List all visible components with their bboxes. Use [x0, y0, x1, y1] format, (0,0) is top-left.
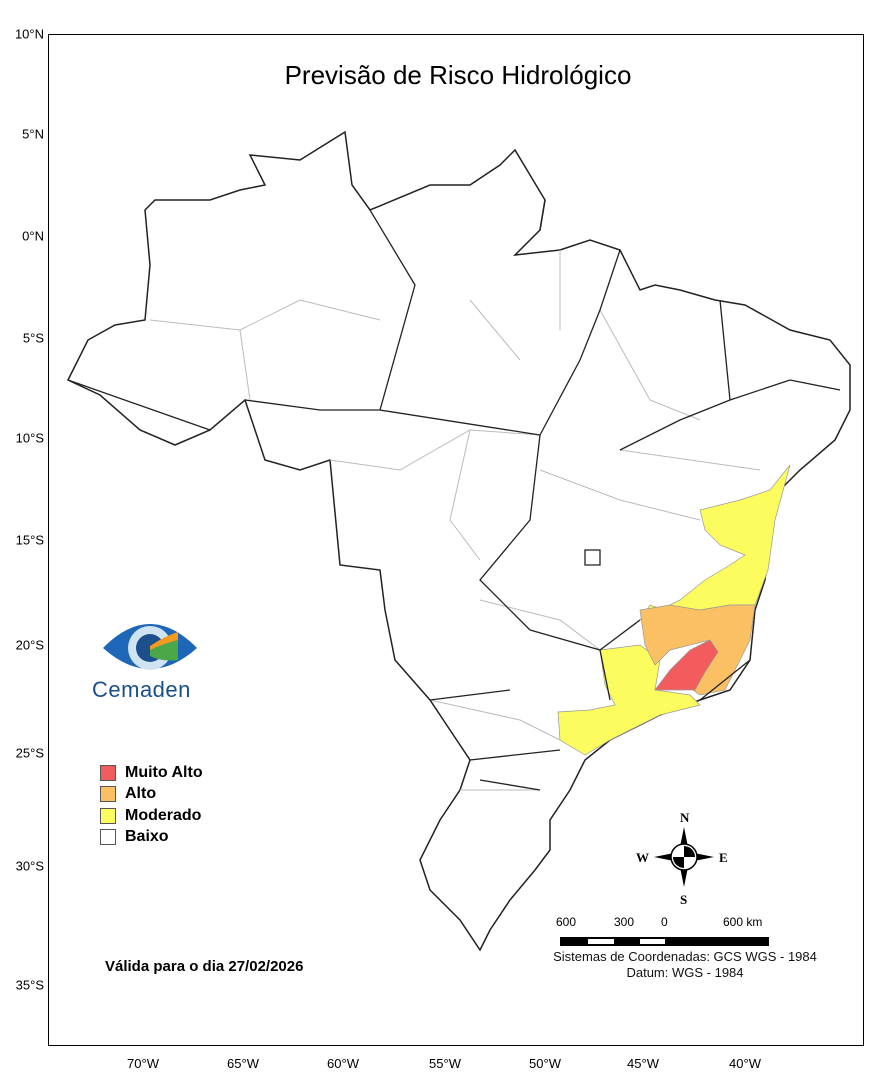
compass-n: N [680, 810, 690, 825]
lat-label: 10°N [14, 26, 44, 42]
logo-text: Cemaden [92, 677, 191, 702]
legend-swatch [100, 829, 116, 846]
lon-label: 60°W [327, 1056, 359, 1071]
risk-area-alto [639, 604, 756, 696]
valid-date-text: Válida para o dia 27/02/2026 [105, 958, 304, 975]
lat-label: 20°S [15, 637, 44, 653]
legend-item: Muito Alto [100, 762, 203, 784]
legend-swatch [100, 786, 116, 803]
lon-label: 40°W [729, 1056, 761, 1071]
scale-bar [560, 937, 769, 946]
lat-label: 10°S [15, 430, 44, 446]
lon-label: 45°W [627, 1056, 659, 1071]
legend-swatch [100, 764, 116, 781]
coordinate-info: Sistemas de Coordenadas: GCS WGS - 1984 … [520, 949, 850, 981]
legend-label: Alto [125, 785, 157, 803]
compass-e: E [719, 850, 728, 865]
scale-label: 0 [661, 915, 668, 929]
risk-area-moderado [557, 644, 701, 756]
lon-label: 55°W [429, 1056, 461, 1071]
lat-label: 5°N [22, 126, 44, 142]
scale-label: 600 [556, 915, 577, 929]
cemaden-logo [103, 624, 197, 670]
compass-s: S [680, 892, 688, 907]
municipal-borders [149, 250, 761, 791]
legend: Muito Alto Alto Moderado Baixo [100, 762, 203, 848]
scale-label: 600 km [723, 915, 763, 929]
lat-label: 25°S [15, 745, 44, 761]
legend-item: Moderado [100, 805, 203, 827]
scale-label: 300 [614, 915, 635, 929]
lon-label: 50°W [529, 1056, 561, 1071]
lat-label: 0°N [22, 228, 44, 244]
lat-label: 15°S [15, 532, 44, 548]
legend-item: Alto [100, 784, 203, 806]
lon-label: 65°W [227, 1056, 259, 1071]
legend-label: Muito Alto [125, 763, 203, 781]
risk-area-muito-alto [654, 639, 719, 691]
state-borders [67, 199, 841, 791]
legend-swatch [100, 807, 116, 824]
legend-item: Baixo [100, 827, 203, 849]
lat-label: 30°S [15, 858, 44, 874]
map-title: Previsão de Risco Hidrológico [284, 60, 632, 90]
legend-label: Moderado [125, 806, 202, 824]
lat-label: 35°S [15, 977, 44, 993]
compass-w: W [636, 850, 649, 865]
lon-label: 70°W [127, 1056, 159, 1071]
compass-rose-icon [654, 827, 714, 887]
legend-label: Baixo [125, 828, 169, 846]
lat-label: 5°S [22, 330, 44, 346]
datum-text: Datum: WGS - 1984 [626, 965, 744, 980]
map-frame [48, 34, 864, 1046]
coord-system-text: Sistemas de Coordenadas: GCS WGS - 1984 [553, 949, 817, 964]
